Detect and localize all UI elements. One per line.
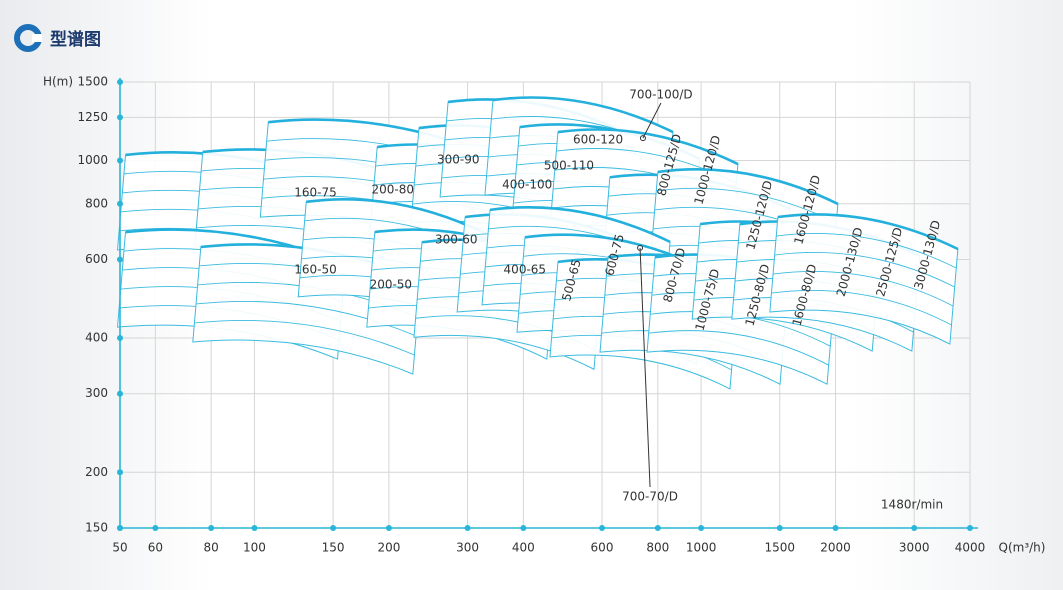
x-tick-label: 600 <box>591 541 614 555</box>
axes: 50 60 80 100 150 200 300 400 600 800 1000 1500 2000 3… <box>77 75 985 555</box>
x-tick-label: 1000 <box>686 541 717 555</box>
pump-tile <box>769 213 959 345</box>
model-label: 500-110 <box>544 159 594 173</box>
trim-curve <box>776 232 957 269</box>
tile-top <box>657 168 839 206</box>
y-tick-label: 600 <box>85 252 108 266</box>
chart-title: 型谱图 <box>50 29 101 50</box>
model-label: 400-65 <box>504 263 547 277</box>
pointer-line <box>642 102 662 139</box>
y-tick-label: 200 <box>85 465 108 479</box>
model-label: 400-100 <box>502 178 552 192</box>
x-tick-label: 100 <box>243 541 266 555</box>
model-label: 300-60 <box>435 232 478 246</box>
x-tick-label: 60 <box>148 541 163 555</box>
trim-curve <box>648 330 829 366</box>
x-tick-label: 150 <box>322 541 345 555</box>
model-label: 300-90 <box>437 153 480 167</box>
x-tick-label: 4000 <box>955 541 986 555</box>
y-tick-label: 1000 <box>77 153 108 167</box>
x-tick-label: 2000 <box>820 541 851 555</box>
x-tick-label: 1500 <box>764 541 795 555</box>
model-label: 700-70/D <box>622 490 678 504</box>
tile-top <box>489 206 671 244</box>
model-label: 160-75 <box>294 185 337 199</box>
tiles <box>116 96 959 390</box>
y-tick-label: 1250 <box>77 110 108 124</box>
trim-curve <box>774 251 955 288</box>
x-tick-label: 50 <box>112 541 127 555</box>
pointer-line <box>639 247 651 488</box>
title-icon-gap <box>32 34 42 42</box>
y-axis-label: H(m) <box>43 75 73 89</box>
y-tick-label: 800 <box>85 196 108 210</box>
model-label: 160-50 <box>294 263 337 277</box>
tile-top <box>557 128 739 166</box>
annotation: 1480r/min <box>881 498 943 512</box>
x-tick-label: 400 <box>512 541 535 555</box>
tile-top <box>777 213 959 251</box>
x-tick-label: 800 <box>646 541 669 555</box>
y-tick-label: 300 <box>85 386 108 400</box>
trim-curve <box>194 319 415 356</box>
model-label: 200-50 <box>370 277 413 291</box>
trim-curve <box>773 270 954 307</box>
x-tick-label: 300 <box>456 541 479 555</box>
x-tick-label: 80 <box>204 541 219 555</box>
y-tick-label: 400 <box>85 331 108 345</box>
pointer-dot <box>639 135 646 142</box>
trim-curve <box>771 289 952 326</box>
y-tick-label: 150 <box>85 521 108 535</box>
model-label: 600-120 <box>573 132 623 146</box>
x-tick-label: 200 <box>377 541 400 555</box>
model-label: 200-80 <box>371 182 414 196</box>
model-label: 700-100/D <box>629 88 692 102</box>
y-tick-label: 1500 <box>77 75 108 89</box>
x-tick-label: 3000 <box>899 541 930 555</box>
x-axis-label: Q(m³/h) <box>999 541 1046 555</box>
